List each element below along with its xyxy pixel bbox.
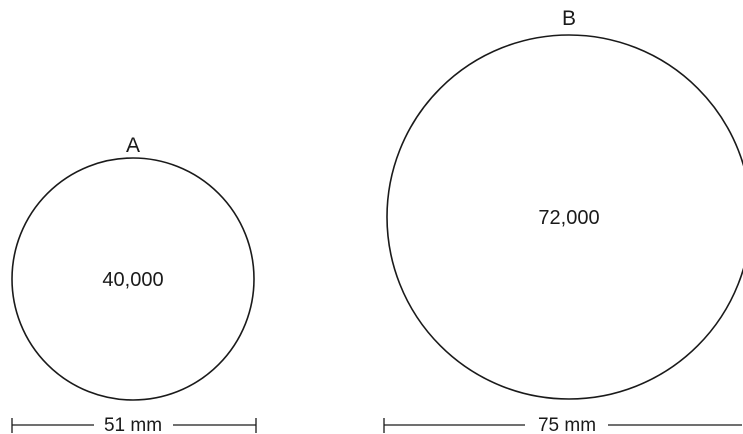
circle-b [386, 34, 743, 400]
dimension-line-a: 51 mm [11, 415, 257, 434]
circle-a-label: A [126, 134, 140, 157]
circle-b-label: B [562, 7, 576, 30]
circle-a [11, 157, 255, 401]
dimension-a-text: 51 mm [104, 415, 162, 434]
circle-a-group: A 40,000 51 mm [11, 134, 257, 434]
dimension-b-text: 75 mm [538, 415, 596, 434]
circle-a-value: 40,000 [102, 269, 163, 291]
dimension-line-b: 75 mm [383, 415, 742, 434]
circle-b-value: 72,000 [538, 207, 599, 229]
circle-b-group: B 72,000 75 mm [383, 7, 743, 434]
